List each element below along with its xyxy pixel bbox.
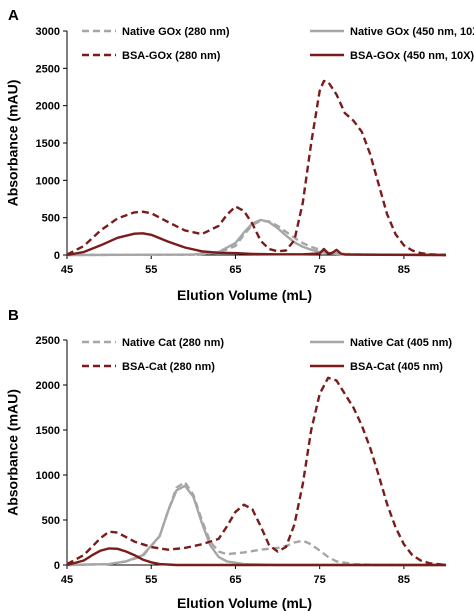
series-line-a-3 <box>66 79 447 257</box>
legend-label-b: Native Cat (405 nm) <box>350 337 452 349</box>
panel-a: A Absorbance (mAU) Elution Volume (mL) 0… <box>5 7 474 303</box>
y-tick-label-b: 2500 <box>36 335 60 347</box>
legend-label-a: BSA-GOx (450 nm, 10X) <box>350 50 474 62</box>
x-tick-label-b: 65 <box>229 574 241 586</box>
y-tick-label-a: 1000 <box>36 175 60 187</box>
x-tick-label-b: 85 <box>398 574 410 586</box>
legend-label-a: Native GOx (450 nm, 10X) <box>350 26 474 38</box>
panel-b: B Absorbance (mAU) Elution Volume (mL) 0… <box>5 307 453 611</box>
series-line-b-3 <box>66 376 447 567</box>
legend-item-a-2: Native GOx (450 nm, 10X) <box>310 26 474 38</box>
x-axis-title-b: Elution Volume (mL) <box>177 595 312 611</box>
y-tick-label-a: 0 <box>54 250 60 262</box>
y-tick-label-a: 2000 <box>36 101 60 113</box>
series-line-b-2 <box>66 484 446 567</box>
series-line-a-2 <box>66 218 447 257</box>
axes-a: 0 500 1000 1500 2000 2500 3000 45 55 65 75 85 <box>36 26 446 276</box>
series-group-a <box>66 79 447 257</box>
legend-item-b-2: Native Cat (405 nm) <box>310 337 452 349</box>
legend-item-b-4: BSA-Cat (405 nm) <box>310 361 443 373</box>
legend-a: Native GOx (280 nm) Native GOx (450 nm, 1… <box>82 26 474 62</box>
y-tick-label-a: 3000 <box>36 26 60 38</box>
x-tick-label-a: 55 <box>145 264 157 276</box>
legend-label-a: Native GOx (280 nm) <box>122 26 230 38</box>
x-tick-label-b: 45 <box>61 574 73 586</box>
x-axis-title-a: Elution Volume (mL) <box>177 287 312 303</box>
y-axis-title-a: Absorbance (mAU) <box>5 80 21 207</box>
y-tick-label-a: 500 <box>42 213 60 225</box>
series-line-a-4 <box>66 232 447 257</box>
legend-label-b: BSA-Cat (280 nm) <box>122 361 215 373</box>
x-tick-label-a: 45 <box>61 264 73 276</box>
legend-item-a-3: BSA-GOx (280 nm) <box>82 50 221 62</box>
series-line-b-4 <box>66 547 446 567</box>
y-tick-label-a: 1500 <box>36 138 60 150</box>
x-tick-label-a: 75 <box>314 264 326 276</box>
y-tick-label-b: 1500 <box>36 425 60 437</box>
x-tick-label-a: 65 <box>229 264 241 276</box>
x-tick-label-b: 55 <box>145 574 157 586</box>
legend-label-b: Native Cat (280 nm) <box>122 337 224 349</box>
y-tick-label-b: 500 <box>42 515 60 527</box>
legend-b: Native Cat (280 nm) Native Cat (405 nm) BS… <box>82 337 452 373</box>
legend-item-a-1: Native GOx (280 nm) <box>82 26 230 38</box>
y-axis-title-b: Absorbance (mAU) <box>5 389 21 516</box>
y-tick-label-a: 2500 <box>36 63 60 75</box>
y-tick-label-b: 1000 <box>36 470 60 482</box>
legend-item-a-4: BSA-GOx (450 nm, 10X) <box>310 50 474 62</box>
legend-label-a: BSA-GOx (280 nm) <box>122 50 221 62</box>
x-tick-label-a: 85 <box>398 264 410 276</box>
legend-item-b-3: BSA-Cat (280 nm) <box>82 361 215 373</box>
series-line-b-1 <box>66 481 446 567</box>
y-tick-label-b: 2000 <box>36 380 60 392</box>
series-group-b <box>66 376 447 567</box>
panel-letter-a: A <box>8 7 19 24</box>
legend-label-b: BSA-Cat (405 nm) <box>350 361 443 373</box>
legend-item-b-1: Native Cat (280 nm) <box>82 337 224 349</box>
series-line-a-1 <box>66 219 447 257</box>
panel-letter-b: B <box>8 307 19 324</box>
y-tick-label-b: 0 <box>54 560 60 572</box>
x-tick-label-b: 75 <box>314 574 326 586</box>
